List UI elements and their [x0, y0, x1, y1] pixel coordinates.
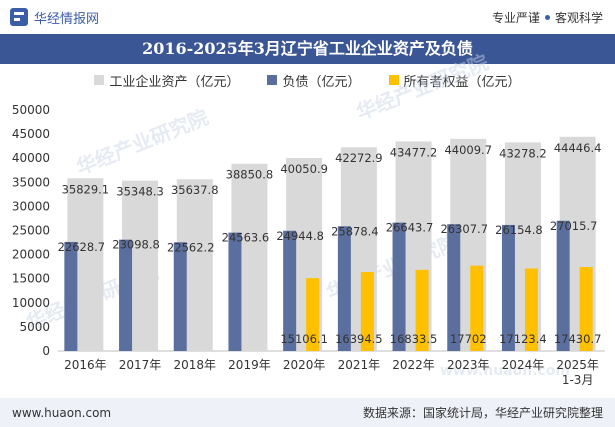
bar-equity [470, 265, 484, 351]
watermark-text: 华经产业研究院 [73, 105, 212, 180]
data-label-liabilities: 24563.6 [222, 231, 270, 245]
y-tick-label: 40000 [12, 151, 50, 165]
x-tick-label: 2025年 [556, 358, 599, 372]
data-label-assets: 35348.3 [116, 185, 164, 199]
watermark-text: www.huaon.com [440, 363, 570, 379]
data-label-assets: 42272.9 [335, 151, 383, 165]
bar-equity [524, 268, 538, 351]
data-label-liabilities: 26154.8 [495, 223, 543, 237]
slogan: 专业严谨 客观科学 [492, 9, 603, 26]
legend-label-assets: 工业企业资产（亿元） [109, 74, 240, 90]
y-tick-label: 15000 [12, 272, 50, 286]
y-tick-label: 0 [42, 344, 50, 358]
y-tick-label: 45000 [12, 127, 50, 141]
bullet-dot-icon [544, 14, 550, 20]
y-tick-label: 25000 [12, 224, 50, 238]
footer-site: www.huaon.com [12, 405, 112, 420]
bar-liabilities [228, 232, 242, 351]
bar-liabilities [64, 241, 78, 351]
slogan-left: 专业严谨 [491, 10, 540, 25]
data-label-assets: 44009.7 [444, 143, 492, 157]
slogan-right: 客观科学 [554, 10, 603, 25]
data-label-equity: 15106.1 [280, 332, 328, 346]
footer-bar: www.huaon.com 数据来源：国家统计局，华经产业研究院整理 [0, 398, 615, 427]
y-tick-label: 5000 [19, 320, 50, 334]
data-label-equity: 16394.5 [335, 332, 383, 346]
data-label-liabilities: 25878.4 [331, 224, 379, 238]
legend-swatch-liabilities [267, 75, 278, 85]
data-label-liabilities: 22628.7 [58, 240, 106, 254]
legend-item-liabilities: 负债（亿元） [267, 71, 361, 90]
y-tick-label: 30000 [12, 199, 50, 213]
x-tick-label: 2018年 [173, 358, 216, 372]
data-label-assets: 44446.4 [554, 141, 602, 155]
legend-label-equity: 所有者权益（亿元） [403, 74, 521, 90]
x-tick-label: 2019年 [228, 358, 271, 372]
data-label-equity: 17123.4 [499, 332, 547, 346]
data-label-assets: 35637.8 [171, 183, 219, 197]
bar-equity [360, 271, 374, 351]
bar-liabilities [173, 242, 187, 351]
data-label-liabilities: 23098.8 [112, 238, 160, 252]
bar-liabilities [501, 224, 515, 351]
brand-name: 华经情报网 [34, 11, 100, 27]
x-tick-label: 2023年 [447, 358, 490, 372]
data-label-assets: 38850.8 [226, 168, 274, 182]
x-tick-label: 2022年 [392, 358, 435, 372]
data-label-assets: 40050.9 [280, 162, 328, 176]
bar-chart: 华经产业研究院华经产业研究院华经产业研究院www.huaon.com华经产业研究… [12, 50, 605, 387]
x-tick-label: 2016年 [64, 358, 107, 372]
chart-legend: 工业企业资产（亿元） 负债（亿元） 所有者权益（亿元） [0, 70, 615, 90]
bar-liabilities [119, 239, 133, 351]
legend-item-equity: 所有者权益（亿元） [388, 71, 521, 90]
bar-liabilities [283, 230, 297, 351]
brand-logo-icon [10, 8, 28, 26]
bar-equity [306, 278, 320, 351]
data-label-liabilities: 27015.7 [550, 219, 598, 233]
data-label-liabilities: 24944.8 [276, 229, 324, 243]
data-label-equity: 17430.7 [554, 332, 602, 346]
bar-liabilities [447, 224, 461, 351]
watermark-text: 华经产业研究院 [353, 50, 492, 125]
y-tick-label: 50000 [12, 103, 50, 117]
bar-equity [415, 269, 429, 351]
data-label-assets: 43477.2 [390, 145, 438, 159]
data-label-assets: 43278.2 [499, 146, 547, 160]
legend-swatch-assets [94, 75, 105, 85]
top-bar: 华经情报网 专业严谨 客观科学 [0, 0, 615, 34]
x-tick-label: 2024年 [502, 358, 545, 372]
data-label-equity: 16833.5 [390, 332, 438, 346]
data-label-liabilities: 26307.7 [440, 222, 488, 236]
bar-liabilities [392, 222, 406, 351]
x-tick-label: 2020年 [283, 358, 326, 372]
legend-swatch-equity [388, 75, 399, 85]
data-label-liabilities: 22562.2 [167, 240, 215, 254]
bar-equity [579, 266, 593, 351]
bar-liabilities [337, 226, 351, 351]
y-tick-label: 35000 [12, 175, 50, 189]
chart-title: 2016-2025年3月辽宁省工业企业资产及负债 [0, 34, 615, 64]
data-label-equity: 17702 [450, 332, 487, 346]
brand: 华经情报网 [10, 8, 99, 27]
x-tick-label: 1-3月 [562, 373, 594, 387]
y-tick-label: 20000 [12, 248, 50, 262]
data-label-liabilities: 26643.7 [386, 221, 434, 235]
x-tick-label: 2021年 [338, 358, 381, 372]
legend-item-assets: 工业企业资产（亿元） [94, 71, 239, 90]
bar-liabilities [556, 220, 570, 351]
x-tick-label: 2017年 [119, 358, 162, 372]
y-tick-label: 10000 [12, 296, 50, 310]
legend-label-liabilities: 负债（亿元） [282, 74, 361, 90]
data-label-assets: 35829.1 [62, 182, 110, 196]
footer-source: 数据来源：国家统计局，华经产业研究院整理 [362, 406, 603, 420]
